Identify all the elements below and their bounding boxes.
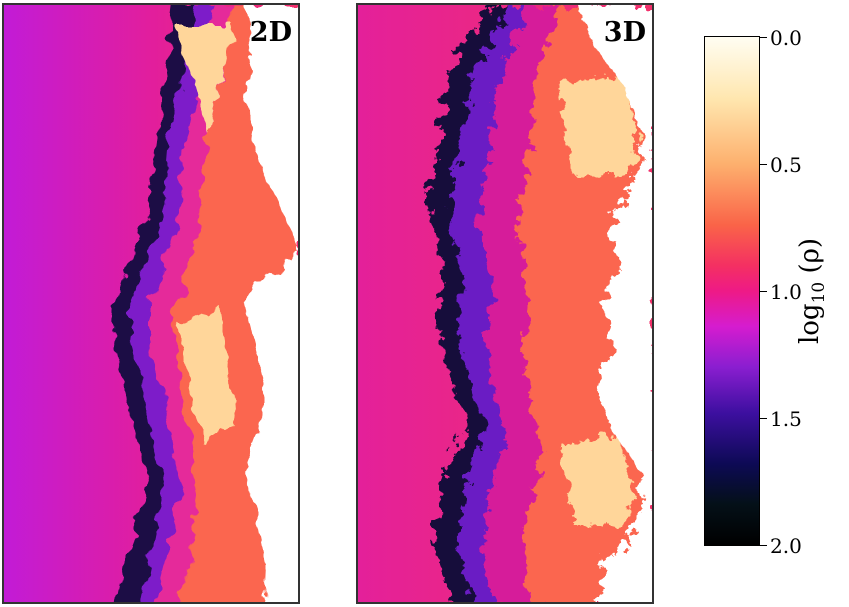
panel-2d: 2D xyxy=(2,3,300,604)
colorbar-tick-label: 2.0 xyxy=(770,534,802,558)
colorbar-tick-label: 0.0 xyxy=(770,26,802,50)
colorbar-label: log10 (ρ) xyxy=(795,238,829,344)
colorbar-label-variable: (ρ) xyxy=(794,237,825,282)
colorbar-tick xyxy=(760,291,767,292)
colorbar-tick xyxy=(760,37,767,38)
density-map-2d xyxy=(4,5,298,602)
panel-label-3d: 3D xyxy=(603,17,646,48)
colorbar xyxy=(704,36,760,546)
colorbar-tick-label: 0.5 xyxy=(770,153,802,177)
colorbar-tick xyxy=(760,164,767,165)
panel-3d: 3D xyxy=(356,3,654,604)
colorbar-label-log: log xyxy=(794,303,825,345)
colorbar-tick xyxy=(760,418,767,419)
colorbar-tick-label: 1.0 xyxy=(770,280,802,304)
panel-label-2d: 2D xyxy=(249,17,292,48)
colorbar-label-subscript: 10 xyxy=(809,281,830,304)
colorbar-tick-label: 1.5 xyxy=(770,407,802,431)
colorbar-tick xyxy=(760,545,767,546)
density-map-3d xyxy=(358,5,652,602)
